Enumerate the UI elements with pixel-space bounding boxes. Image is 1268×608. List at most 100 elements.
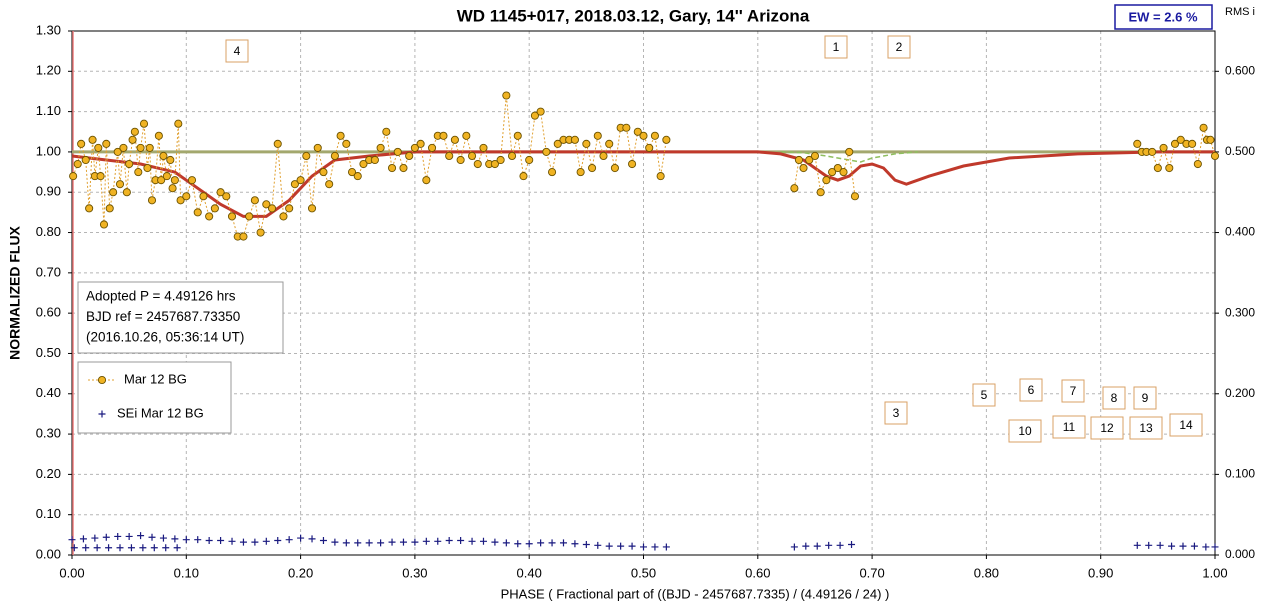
- data-point: [85, 204, 94, 213]
- data-point: [810, 151, 820, 161]
- data-point: [850, 192, 860, 201]
- data-point: [365, 539, 373, 547]
- data-point: [82, 544, 90, 552]
- data-point: [542, 147, 551, 156]
- ew-box: [1114, 4, 1213, 30]
- data-point: [571, 540, 579, 548]
- data-point: [382, 127, 391, 136]
- y2-tick-label: 0.500: [1225, 144, 1255, 158]
- data-point: [302, 151, 311, 161]
- data-point: [1159, 143, 1168, 152]
- y-tick-label: 0.40: [36, 385, 61, 400]
- data-point: [205, 212, 214, 221]
- data-point: [548, 539, 556, 547]
- data-point: [599, 151, 608, 161]
- event-marker-label: 4: [234, 44, 241, 58]
- data-point: [199, 192, 208, 201]
- data-point: [848, 541, 856, 549]
- data-point: [491, 538, 499, 546]
- data-point: [127, 544, 135, 552]
- data-point: [102, 533, 110, 541]
- event-marker-label: 5: [981, 388, 988, 402]
- data-point: [790, 184, 799, 193]
- data-point: [1202, 543, 1210, 551]
- data-point: [794, 155, 803, 165]
- data-point: [139, 119, 149, 128]
- data-point: [1210, 151, 1220, 161]
- data-point: [593, 131, 602, 140]
- data-point: [285, 204, 294, 213]
- data-point: [490, 159, 499, 169]
- data-point: [193, 208, 202, 217]
- event-marker-box: [1090, 416, 1124, 440]
- data-point: [1190, 542, 1198, 550]
- data-point: [170, 176, 179, 185]
- y2-tick-label: 0.100: [1225, 467, 1255, 481]
- data-point: [157, 176, 166, 185]
- data-point: [173, 544, 181, 552]
- data-point: [570, 135, 579, 144]
- data-point: [548, 168, 557, 177]
- data-point: [525, 155, 534, 165]
- data-point: [93, 544, 101, 552]
- x-tick-label: 0.00: [59, 565, 84, 580]
- data-point: [825, 541, 833, 549]
- data-point: [513, 131, 522, 140]
- data-point: [519, 172, 528, 181]
- y-tick-label: 0.30: [36, 426, 61, 441]
- y-tick-label: 0.50: [36, 345, 61, 360]
- data-point: [210, 204, 219, 213]
- y-tick-label: 0.00: [36, 546, 61, 561]
- data-point: [1206, 135, 1215, 144]
- info-text: Adopted P = 4.49126 hrs: [86, 289, 236, 304]
- event-marker-box: [225, 39, 249, 63]
- x-tick-label: 0.40: [517, 565, 542, 580]
- data-point: [410, 143, 419, 152]
- data-point: [73, 159, 82, 169]
- data-point: [296, 176, 305, 185]
- data-point: [622, 123, 631, 132]
- data-point: [342, 139, 351, 148]
- data-point: [273, 139, 282, 148]
- data-point: [450, 135, 459, 144]
- data-point: [128, 135, 137, 144]
- data-point: [662, 135, 671, 144]
- data-point: [162, 172, 171, 181]
- data-point: [422, 176, 431, 185]
- data-point: [645, 143, 654, 152]
- data-point: [370, 155, 379, 165]
- data-point: [1199, 123, 1208, 132]
- data-point: [1176, 135, 1185, 144]
- data-point: [205, 536, 213, 544]
- data-point: [79, 535, 87, 543]
- data-point: [134, 168, 143, 177]
- data-point: [347, 168, 357, 177]
- data-point: [399, 163, 408, 173]
- data-point: [411, 538, 419, 546]
- data-point: [1133, 541, 1141, 549]
- data-point: [502, 539, 510, 547]
- data-point: [245, 212, 254, 221]
- data-point: [308, 535, 316, 543]
- data-point: [182, 536, 190, 544]
- data-point: [833, 163, 842, 173]
- data-point: [125, 159, 134, 169]
- x-tick-label: 0.90: [1088, 565, 1113, 580]
- data-point: [582, 139, 591, 148]
- legend-swatch: [97, 375, 107, 385]
- data-point: [1145, 541, 1153, 549]
- data-point: [1188, 139, 1197, 148]
- data-point: [439, 131, 448, 140]
- legend-label: SEi Mar 12 BG: [117, 405, 204, 420]
- data-point: [194, 536, 202, 544]
- data-point: [136, 143, 145, 152]
- data-point: [530, 111, 539, 120]
- data-point: [217, 536, 225, 544]
- data-point: [290, 180, 299, 189]
- data-point: [113, 147, 122, 156]
- info-box: [77, 281, 284, 354]
- model-line: [71, 150, 1215, 218]
- data-point: [559, 539, 567, 547]
- model-line: [780, 151, 918, 163]
